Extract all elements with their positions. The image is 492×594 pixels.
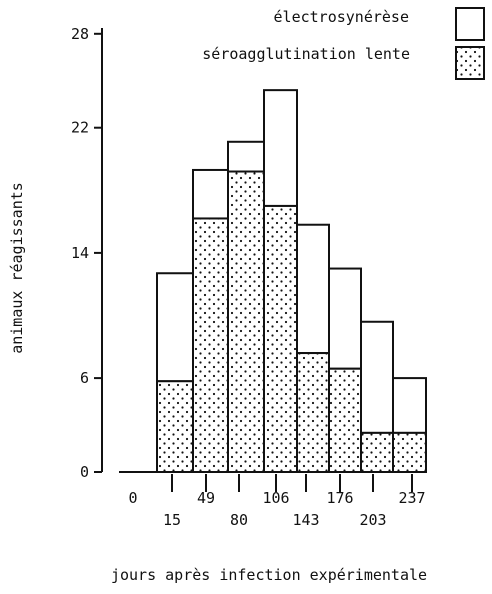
x-tick-label: 203 — [359, 511, 386, 529]
legend: électrosynérèse séroagglutination lente — [202, 7, 485, 80]
bar-electrosyneresis — [192, 168, 229, 220]
bar-seroagglutination — [263, 204, 298, 473]
x-axis-title: jours après infection expérimentale — [111, 566, 427, 584]
y-ticks: 0 6 14 22 28 — [71, 25, 102, 481]
bar-electrosyneresis — [296, 223, 330, 355]
bar-seroagglutination — [156, 380, 194, 474]
x-tick-label: 0 — [128, 489, 137, 507]
y-tick-label: 14 — [71, 244, 89, 262]
bar-electrosyneresis — [263, 89, 298, 207]
bar-seroagglutination — [296, 352, 330, 473]
x-tick-label: 143 — [292, 511, 319, 529]
bar-seroagglutination — [328, 367, 362, 473]
legend-swatch-seroagglutination — [455, 46, 485, 80]
bar-seroagglutination — [392, 431, 427, 473]
x-tick-label: 106 — [262, 489, 289, 507]
x-tick-label: 237 — [398, 489, 425, 507]
x-tick-label: 49 — [197, 489, 215, 507]
bar-seroagglutination — [227, 170, 265, 474]
y-tick-label: 22 — [71, 119, 89, 137]
y-axis-title: animaux réagissants — [8, 182, 26, 354]
bar-seroagglutination — [360, 431, 394, 473]
bar-electrosyneresis — [227, 140, 265, 173]
x-tick-label: 80 — [230, 511, 248, 529]
y-tick-label: 28 — [71, 25, 89, 43]
bar-seroagglutination — [192, 217, 229, 473]
legend-label-seroagglutination: séroagglutination lente — [202, 45, 410, 63]
y-tick-label: 6 — [80, 369, 89, 387]
legend-swatch-electrosyneresis — [455, 7, 485, 41]
bar-electrosyneresis — [392, 377, 427, 434]
y-tick-label: 0 — [80, 463, 89, 481]
x-tick-label: 15 — [163, 511, 181, 529]
bars — [156, 89, 427, 474]
bar-electrosyneresis — [328, 267, 362, 370]
bar-electrosyneresis — [156, 272, 194, 383]
legend-label-electrosyneresis: électrosynérèse — [274, 8, 409, 26]
x-tick-label: 176 — [326, 489, 353, 507]
bar-electrosyneresis — [360, 320, 394, 434]
